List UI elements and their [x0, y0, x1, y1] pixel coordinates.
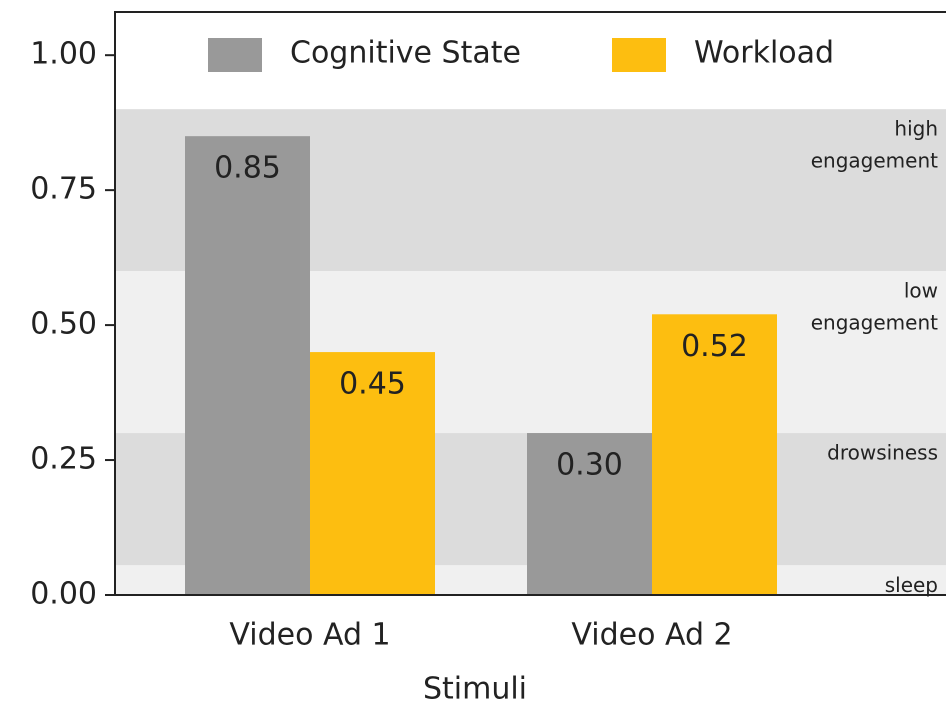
x-axis-label: Stimuli — [423, 672, 527, 706]
value-label: 0.45 — [339, 367, 406, 402]
bar — [185, 136, 310, 595]
y-tick-label: 0.75 — [30, 172, 97, 207]
legend-swatch — [612, 38, 666, 72]
band-label: low — [904, 279, 938, 303]
y-tick-label: 1.00 — [30, 37, 97, 72]
bar — [527, 433, 652, 595]
x-tick-label: Video Ad 2 — [571, 618, 732, 653]
band-label: engagement — [811, 149, 938, 173]
x-tick-label: Video Ad 1 — [229, 618, 390, 653]
legend-label: Cognitive State — [290, 36, 521, 71]
value-label: 0.52 — [681, 329, 748, 364]
y-tick-label: 0.50 — [30, 307, 97, 342]
legend-label: Workload — [694, 36, 834, 71]
band-label: high — [894, 117, 938, 141]
band-label: drowsiness — [827, 441, 938, 465]
band-label: engagement — [811, 311, 938, 335]
y-tick-label: 0.25 — [30, 442, 97, 477]
value-label: 0.85 — [214, 151, 281, 186]
y-tick-label: 0.00 — [30, 577, 97, 612]
band-label: sleep — [885, 573, 938, 597]
bar — [310, 352, 435, 595]
bar — [652, 314, 777, 595]
value-label: 0.30 — [556, 448, 623, 483]
bars: 0.85 0.45 0.30 0.52 — [185, 136, 777, 595]
plot-frame — [114, 11, 946, 596]
legend-swatch — [208, 38, 262, 72]
